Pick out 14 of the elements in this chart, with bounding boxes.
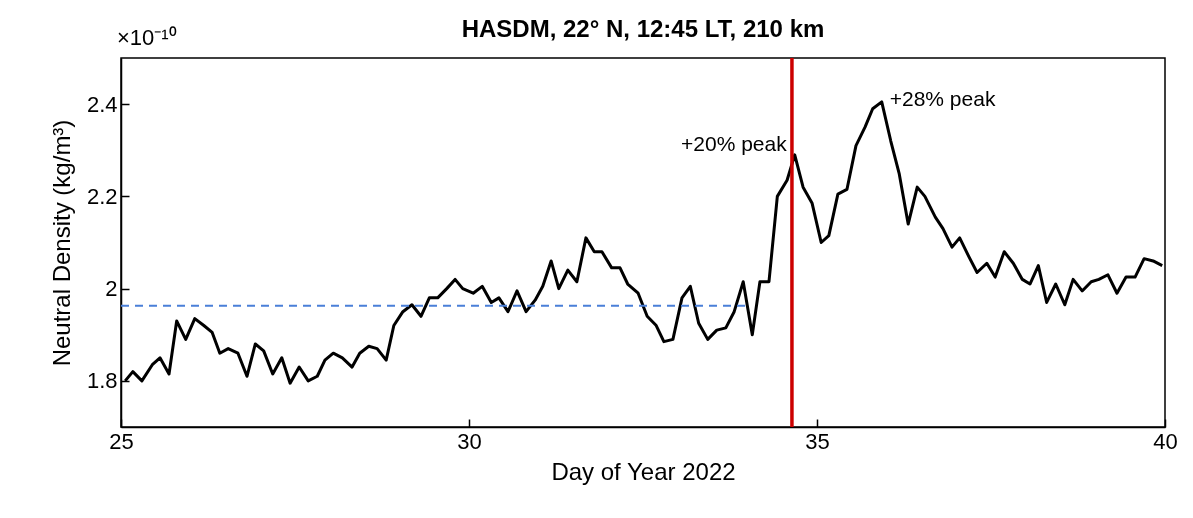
x-tick-label: 35 <box>805 428 830 454</box>
x-tick-label: 30 <box>457 428 482 454</box>
x-axis-title: Day of Year 2022 <box>551 457 736 485</box>
chart-title: HASDM, 22° N, 12:45 LT, 210 km <box>461 15 825 42</box>
y-tick-label: 2.2 <box>86 183 118 209</box>
y-axis-title: Neutral Density (kg/m³) <box>47 119 75 367</box>
x-tick-label: 25 <box>109 428 134 454</box>
y-tick-label: 2.4 <box>86 91 118 117</box>
y-tick-label: 1.8 <box>86 368 118 394</box>
text: ×10⁻¹⁰ <box>117 25 177 50</box>
x-tick-label: 40 <box>1153 428 1178 454</box>
annotation: +28% peak <box>889 86 996 110</box>
y-tick-label: 2 <box>105 276 118 302</box>
annotation: +20% peak <box>681 131 788 155</box>
